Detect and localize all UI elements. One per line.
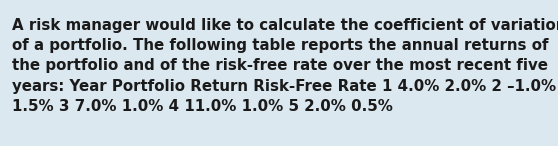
Text: A risk manager would like to calculate the coefficient of variation
of a portfol: A risk manager would like to calculate t… — [12, 18, 558, 114]
